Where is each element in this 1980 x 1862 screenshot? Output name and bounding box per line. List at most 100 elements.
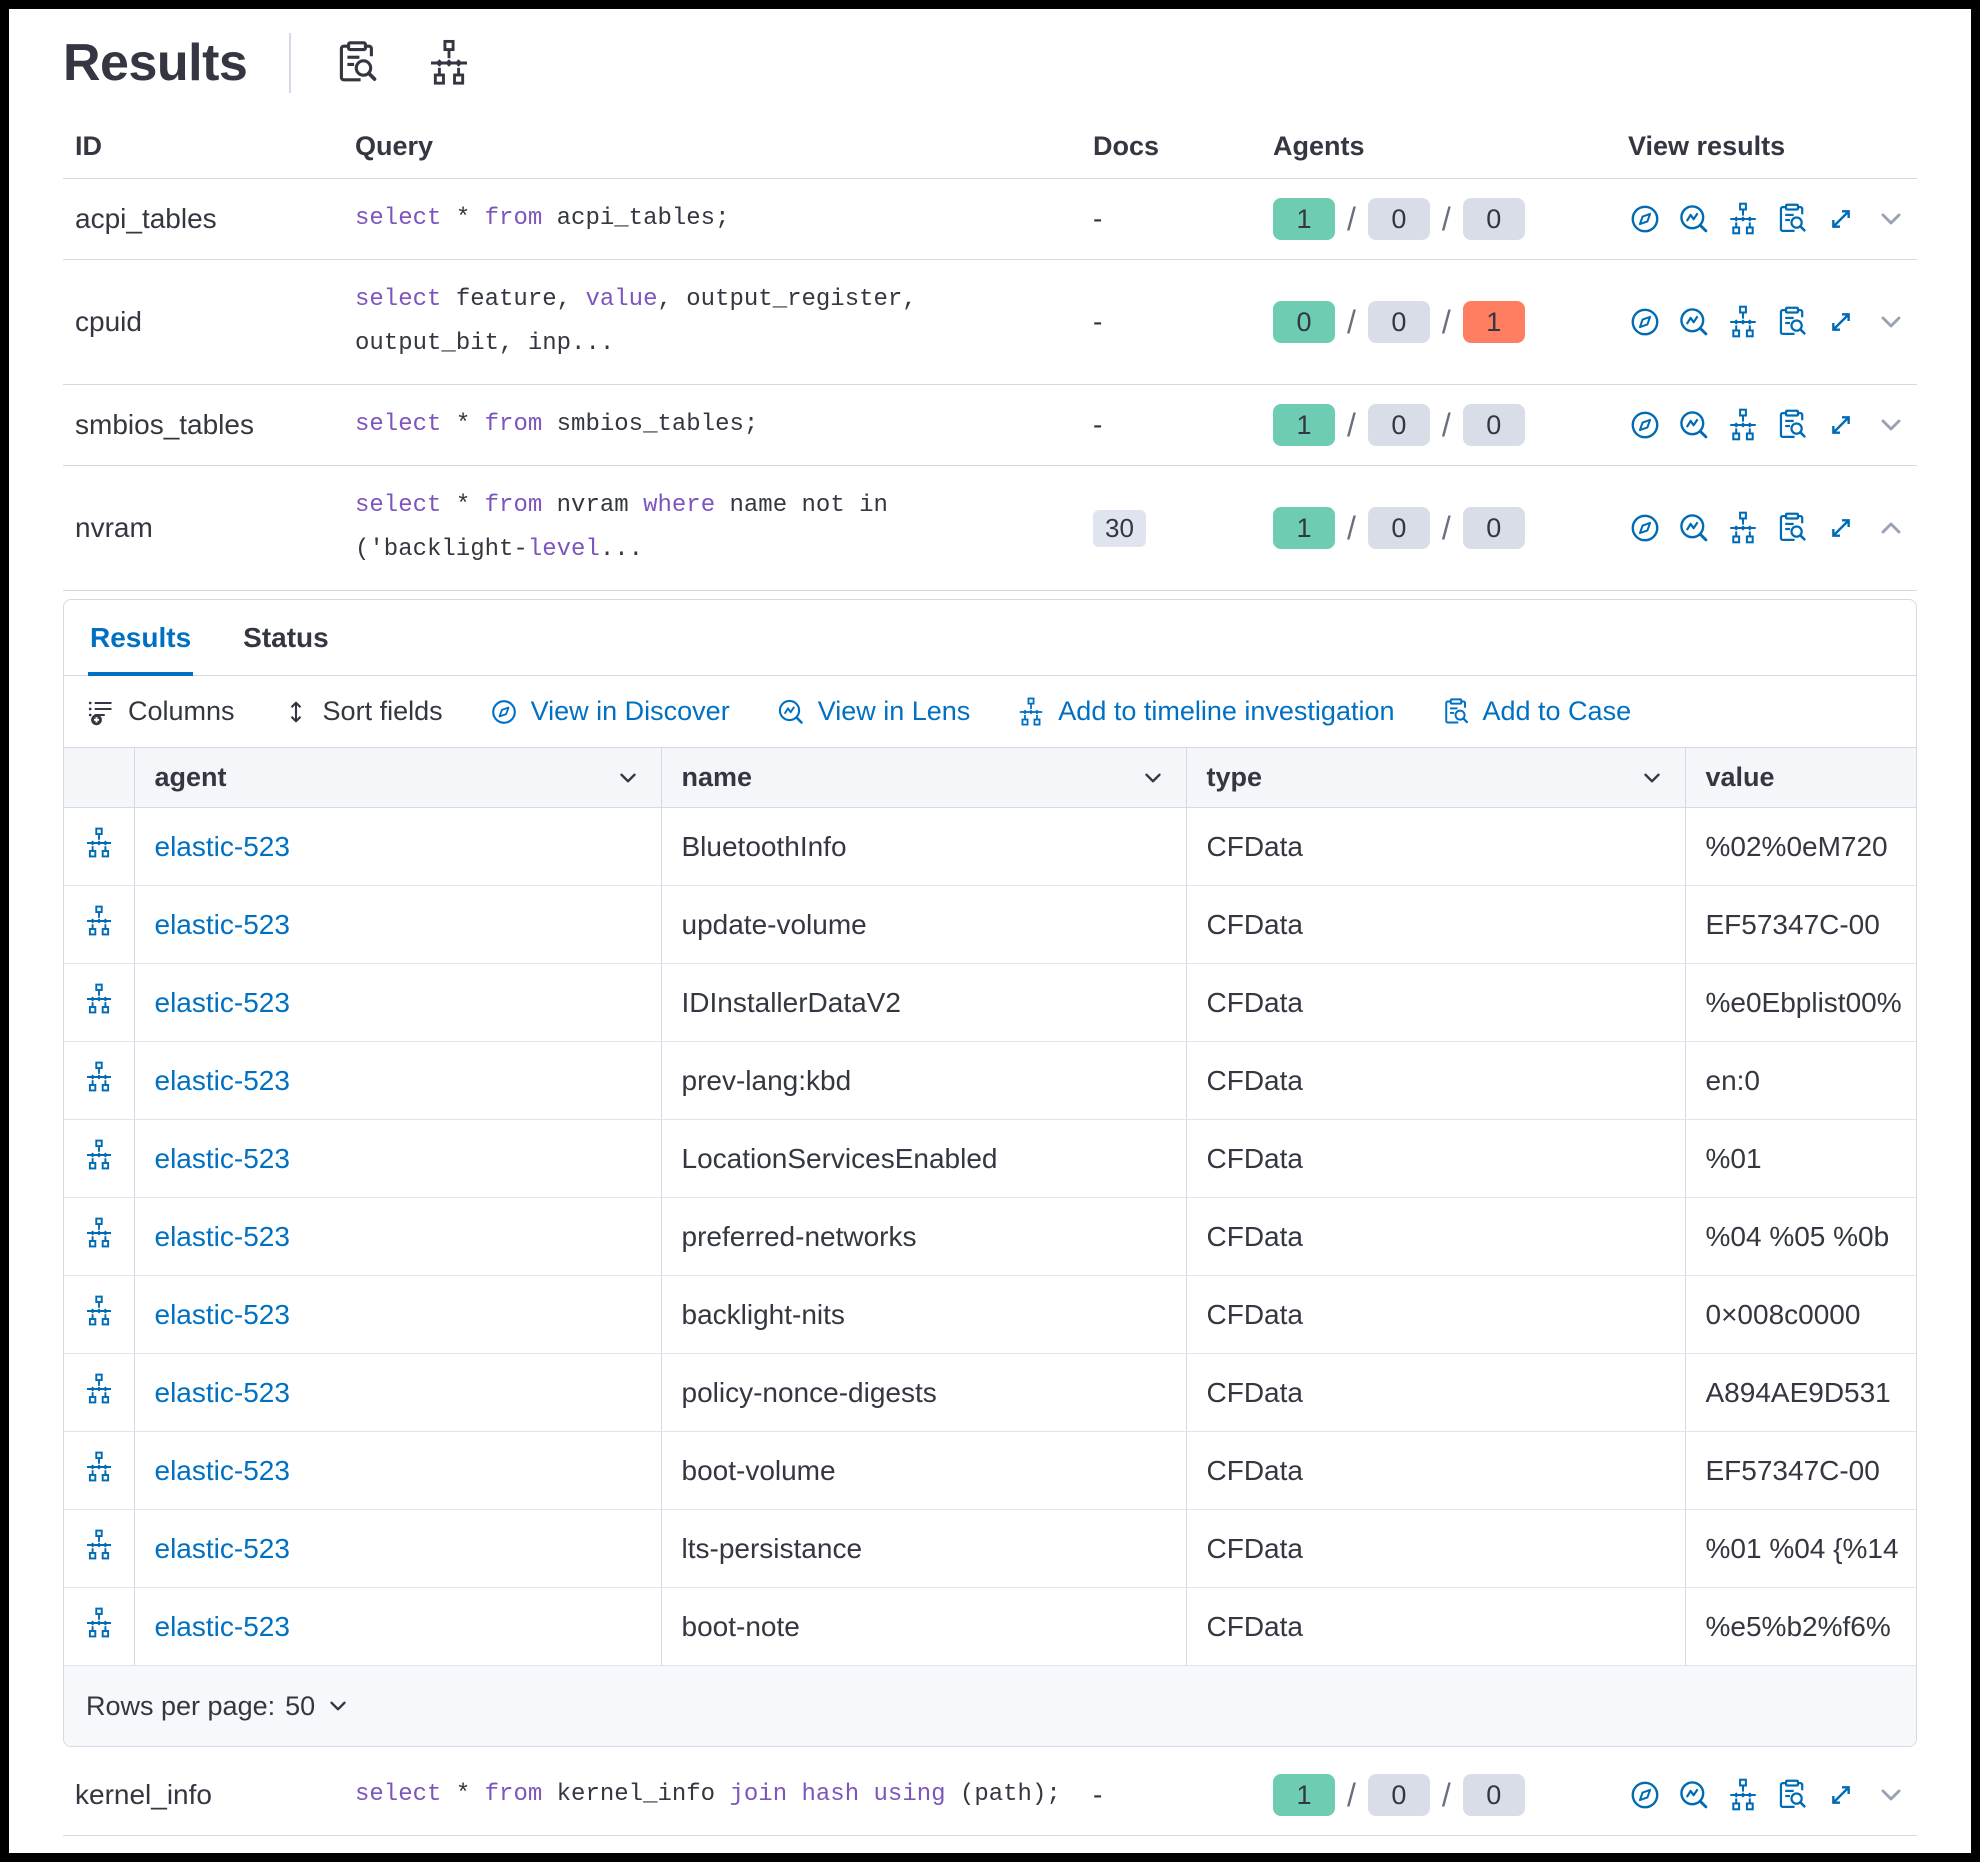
view-in-lens-icon[interactable] (1677, 1778, 1711, 1812)
result-row: elastic-523 boot-volume CFData EF57347C-… (64, 1431, 1916, 1510)
badge-separator: / (1441, 303, 1451, 340)
column-options-chevron-icon[interactable] (1639, 765, 1665, 791)
result-row: elastic-523 IDInstallerDataV2 CFData %e0… (64, 963, 1916, 1042)
badge-separator: / (1347, 1776, 1356, 1813)
agent-link[interactable]: elastic-523 (154, 1064, 290, 1096)
view-in-discover-icon[interactable] (1628, 511, 1662, 545)
view-in-discover-icon[interactable] (1628, 305, 1662, 339)
grid-header-name[interactable]: name (660, 748, 1186, 808)
agent-link[interactable]: elastic-523 (154, 908, 290, 940)
rows-per-page-selector[interactable]: Rows per page: 50 (86, 1691, 351, 1722)
add-row-to-timeline-icon[interactable] (83, 983, 115, 1015)
agent-link[interactable]: elastic-523 (154, 1610, 290, 1642)
query-id: cpuid (75, 306, 142, 337)
agent-link[interactable]: elastic-523 (154, 1454, 290, 1486)
agent-column-label: agent (154, 762, 227, 792)
toggle-row-chevron-icon[interactable] (1875, 1779, 1907, 1811)
add-to-case-link[interactable]: Add to Case (1441, 696, 1631, 727)
tab-status[interactable]: Status (243, 622, 329, 653)
view-in-lens-icon[interactable] (1677, 511, 1711, 545)
grid-header-type[interactable]: type (1185, 748, 1685, 808)
add-row-to-timeline-icon[interactable] (83, 1529, 115, 1561)
sort-fields-label: Sort fields (322, 696, 443, 726)
add-to-case-icon[interactable] (1775, 1778, 1809, 1812)
add-to-timeline-icon[interactable] (1726, 202, 1760, 236)
result-name: LocationServicesEnabled (660, 1119, 1186, 1198)
add-to-case-icon[interactable] (1775, 511, 1809, 545)
toggle-row-chevron-icon[interactable] (1875, 203, 1907, 235)
agent-link[interactable]: elastic-523 (154, 1142, 290, 1174)
add-to-case-icon[interactable] (1775, 305, 1809, 339)
result-name: boot-note (660, 1587, 1186, 1666)
add-row-to-timeline-icon[interactable] (83, 905, 115, 937)
agent-link[interactable]: elastic-523 (154, 1220, 290, 1252)
agent-link[interactable]: elastic-523 (154, 1298, 290, 1330)
query-id: acpi_tables (75, 203, 217, 234)
view-in-lens-icon[interactable] (1677, 305, 1711, 339)
agents-success-badge: 1 (1273, 507, 1335, 549)
add-to-timeline-icon[interactable] (1726, 408, 1760, 442)
expand-results-icon[interactable] (1824, 305, 1858, 339)
view-in-lens-link[interactable]: View in Lens (776, 696, 970, 727)
add-to-timeline-icon[interactable] (1726, 305, 1760, 339)
timeline-flow-icon[interactable] (425, 39, 473, 87)
badge-separator: / (1441, 509, 1451, 546)
view-in-lens-icon[interactable] (1677, 202, 1711, 236)
type-column-label: type (1206, 762, 1263, 792)
agent-link[interactable]: elastic-523 (154, 830, 290, 862)
result-name: IDInstallerDataV2 (660, 963, 1186, 1042)
grid-toolbar: Columns Sort fields View in Discover Vie… (64, 676, 1916, 748)
expand-results-icon[interactable] (1824, 511, 1858, 545)
sort-icon (281, 697, 311, 727)
view-in-discover-icon[interactable] (1628, 408, 1662, 442)
docs-count-badge: 8 (1093, 1858, 1131, 1862)
add-row-to-timeline-icon[interactable] (83, 1061, 115, 1093)
result-type: CFData (1185, 1353, 1685, 1432)
view-in-discover-link[interactable]: View in Discover (489, 696, 730, 727)
query-table-row: pci_devices select * from pci_devices; 8… (63, 1836, 1917, 1862)
expand-results-icon[interactable] (1824, 202, 1858, 236)
page-header: Results (63, 33, 1917, 93)
grid-header-agent[interactable]: agent (133, 748, 661, 808)
columns-button[interactable]: Columns (86, 696, 235, 727)
view-in-lens-icon[interactable] (1677, 408, 1711, 442)
toggle-row-chevron-icon[interactable] (1875, 409, 1907, 441)
toggle-row-chevron-icon[interactable] (1875, 512, 1907, 544)
expanded-results-panel: Results Status Columns Sort fields View … (63, 599, 1917, 1747)
toggle-row-chevron-icon[interactable] (1875, 306, 1907, 338)
rows-per-page-chevron-icon[interactable] (325, 1693, 351, 1719)
add-to-case-icon[interactable] (1775, 408, 1809, 442)
columns-label: Columns (128, 696, 235, 726)
agent-link[interactable]: elastic-523 (154, 986, 290, 1018)
add-row-to-timeline-icon[interactable] (83, 1451, 115, 1483)
agent-link[interactable]: elastic-523 (154, 1532, 290, 1564)
result-value: en:0 (1684, 1041, 1916, 1120)
add-to-timeline-link[interactable]: Add to timeline investigation (1016, 696, 1395, 727)
grid-header-row: agent name type value (64, 748, 1916, 808)
add-row-to-timeline-icon[interactable] (83, 1373, 115, 1405)
add-row-to-timeline-icon[interactable] (83, 1217, 115, 1249)
result-name: boot-volume (660, 1431, 1186, 1510)
add-to-timeline-icon[interactable] (1726, 511, 1760, 545)
query-table-row: nvram select * from nvram where name not… (63, 466, 1917, 591)
tab-results[interactable]: Results (88, 600, 194, 676)
view-in-discover-icon[interactable] (1628, 1778, 1662, 1812)
grid-header-value[interactable]: value (1684, 748, 1916, 808)
query-sql: select * from acpi_tables; (355, 205, 730, 232)
add-row-to-timeline-icon[interactable] (83, 1607, 115, 1639)
expand-results-icon[interactable] (1824, 1778, 1858, 1812)
add-to-timeline-icon[interactable] (1726, 1778, 1760, 1812)
agents-failed-badge: 0 (1463, 1855, 1525, 1862)
add-to-case-icon[interactable] (1775, 202, 1809, 236)
column-options-chevron-icon[interactable] (615, 765, 641, 791)
add-row-to-timeline-icon[interactable] (83, 1139, 115, 1171)
view-in-discover-icon[interactable] (1628, 202, 1662, 236)
expand-results-icon[interactable] (1824, 408, 1858, 442)
sort-fields-button[interactable]: Sort fields (281, 696, 443, 727)
column-options-chevron-icon[interactable] (1140, 765, 1166, 791)
agent-link[interactable]: elastic-523 (154, 1376, 290, 1408)
query-docs: - (1093, 306, 1103, 337)
add-row-to-timeline-icon[interactable] (83, 1295, 115, 1327)
inspect-clipboard-icon[interactable] (333, 39, 381, 87)
add-row-to-timeline-icon[interactable] (83, 827, 115, 859)
